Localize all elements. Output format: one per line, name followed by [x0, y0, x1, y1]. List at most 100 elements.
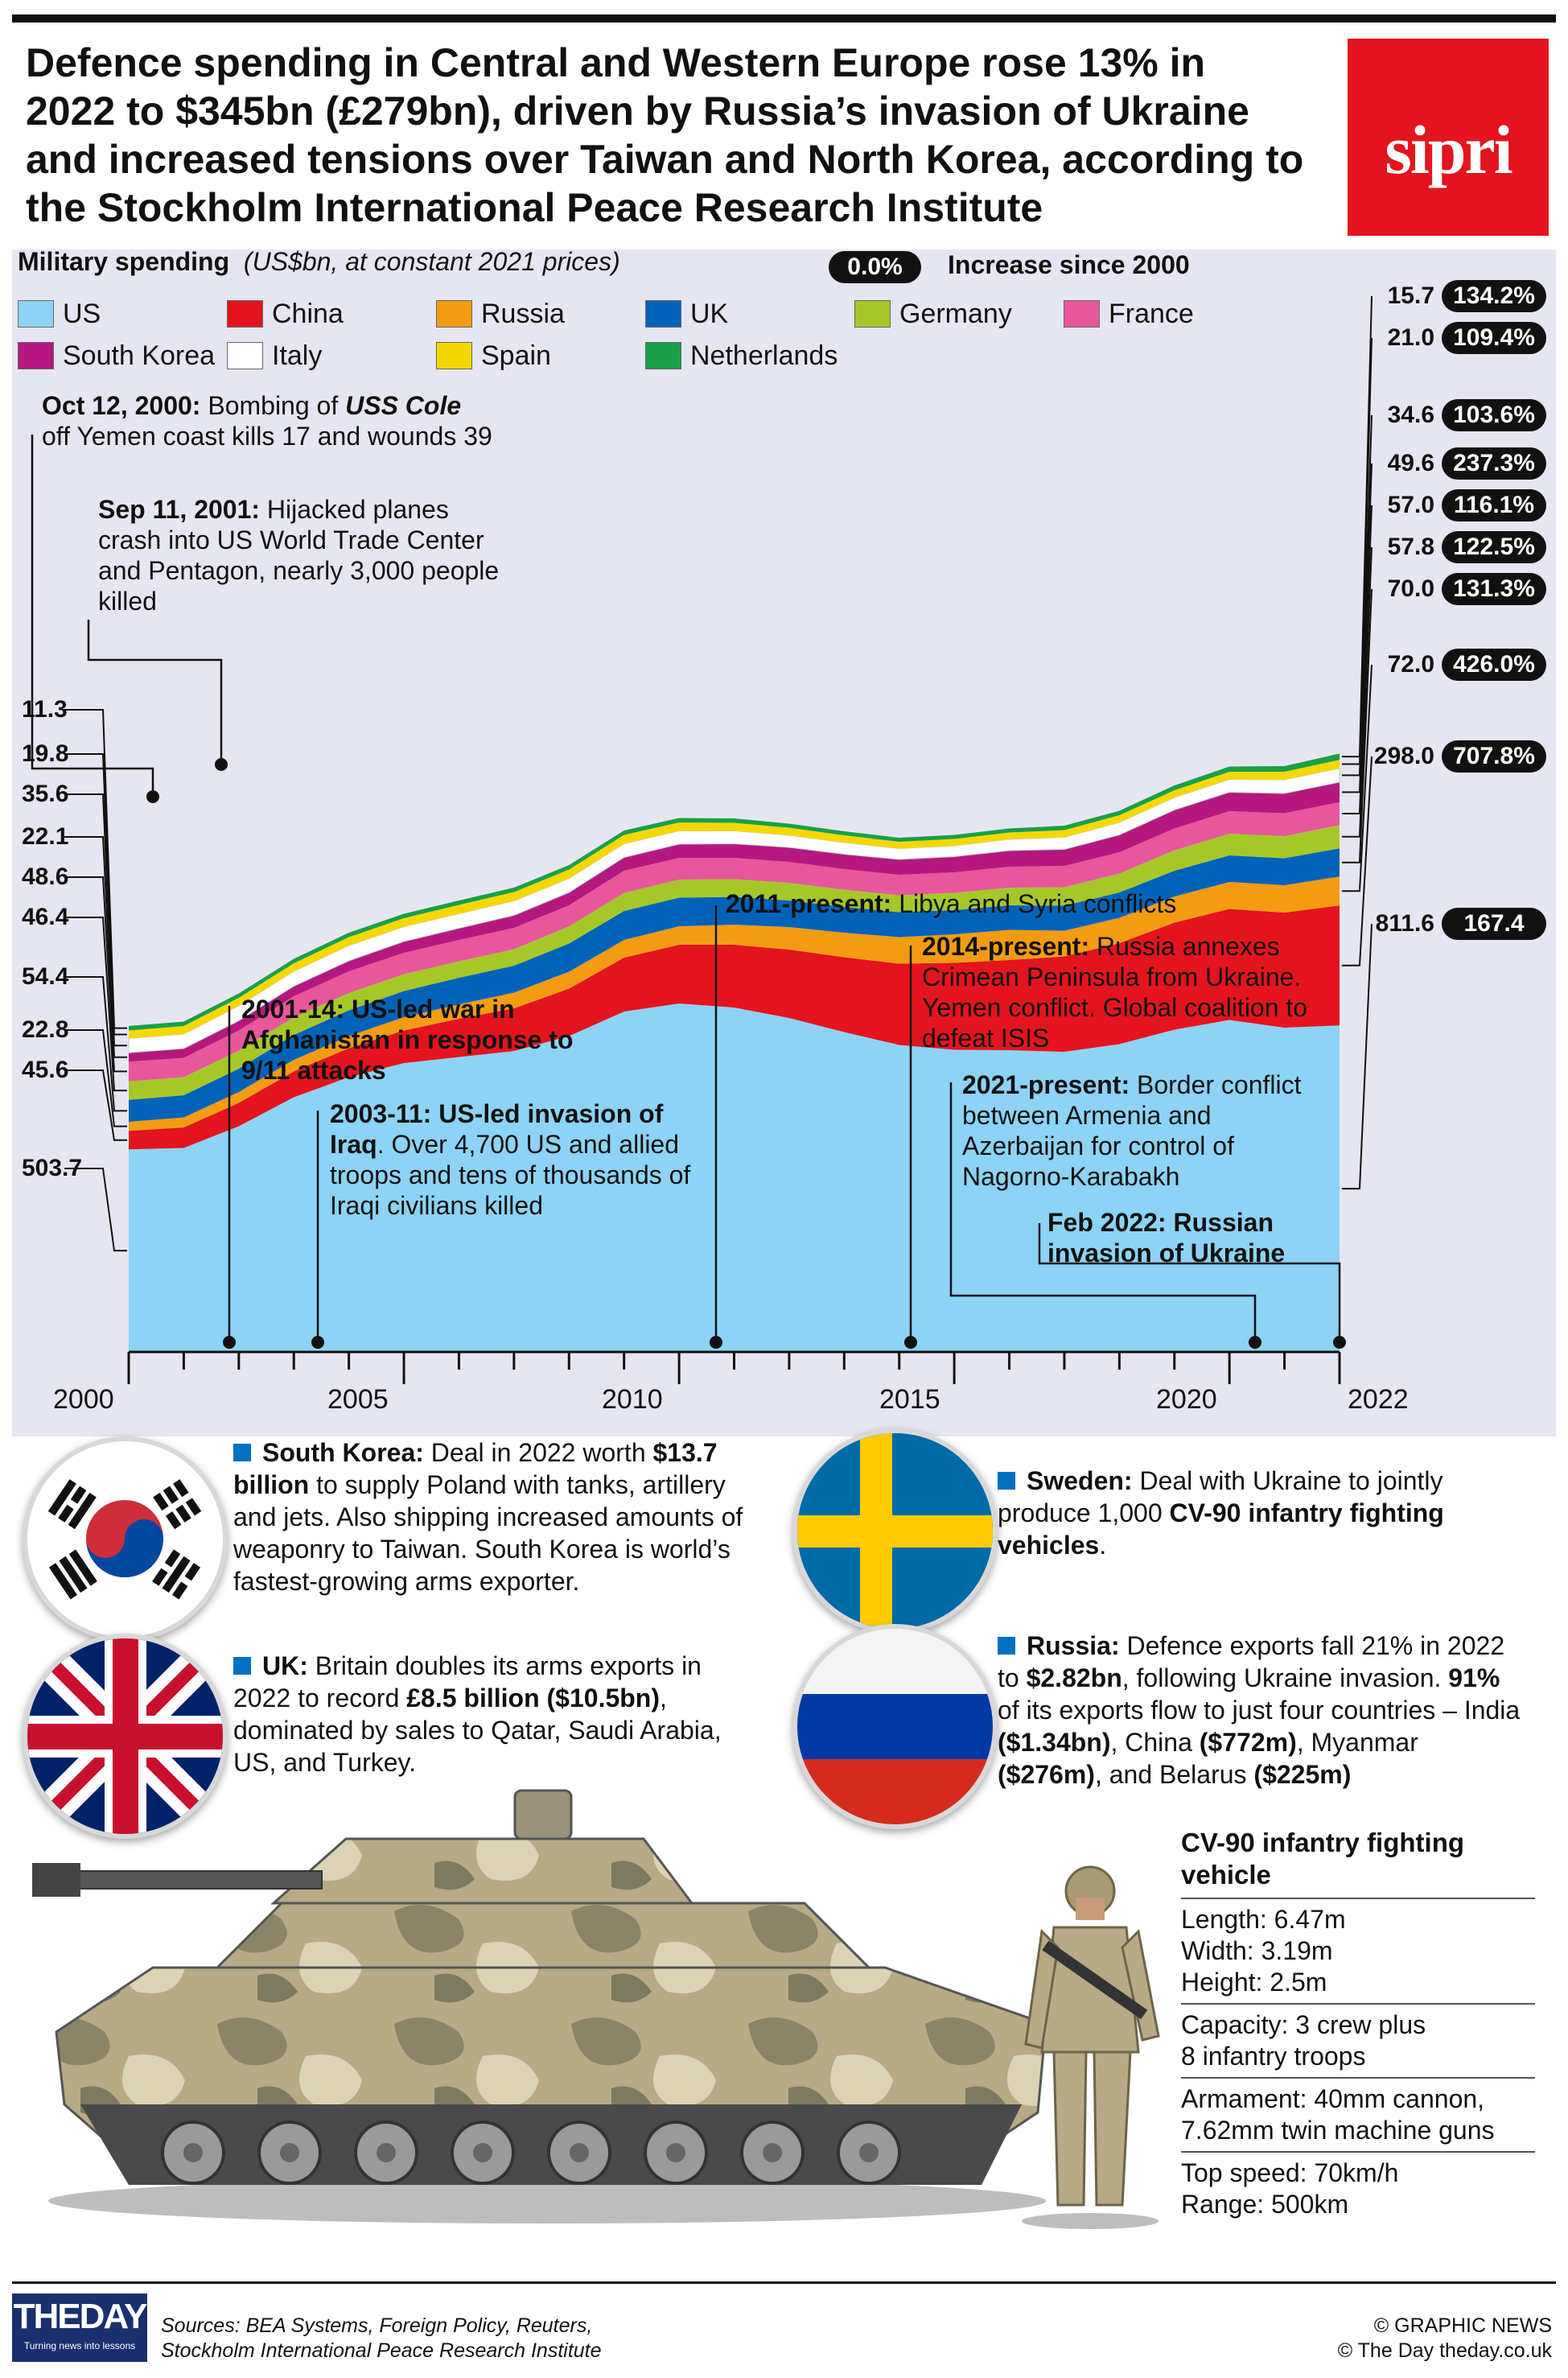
theday-logo-subtitle: Turning news into lessons — [23, 2340, 136, 2351]
legend-item-china: China — [227, 298, 344, 330]
iraq-dot — [311, 1336, 324, 1349]
legend-item-germany: Germany — [854, 298, 1012, 330]
start-label-italy: 35.6 — [22, 781, 69, 807]
end-label-italy: 34.6 — [1387, 402, 1434, 428]
increase-pill-uk: 131.3% — [1442, 573, 1546, 605]
start-label-leader — [64, 709, 127, 1029]
info-uk: UK: Britain doubles its arms exports in … — [233, 1651, 722, 1777]
area-china — [129, 905, 1340, 1150]
x-tick-label: 2010 — [602, 1384, 663, 1415]
spec-armament: Armament: 40mm cannon, 7.62mm twin machi… — [1181, 2077, 1535, 2151]
legend-swatch — [227, 342, 263, 369]
annotation-afghanistan: 2001-14: US-led war in Afghanistan in re… — [241, 995, 574, 1085]
start-label-russia: 22.8 — [22, 1016, 69, 1043]
russia-flag-icon — [792, 1624, 998, 1829]
legend-swatch — [227, 300, 263, 328]
start-label-leader — [64, 1168, 127, 1252]
start-label-spain: 19.8 — [22, 740, 69, 767]
annotation-uss-cole: Oct 12, 2000: Bombing of USS Cole off Yem… — [42, 391, 492, 451]
area-germany — [129, 825, 1340, 1100]
sources-line2: Stockholm International Peace Research I… — [161, 2339, 602, 2362]
start-label-netherlands: 11.3 — [22, 696, 68, 723]
annotation-iraq: 2003-11: US-led invasion of Iraq. Over 4… — [330, 1099, 691, 1220]
info-russia: Russia: Defence exports fall 21% in 2022… — [998, 1631, 1521, 1789]
nagorno-karabakh-leader — [949, 1082, 1257, 1342]
annotation-libya-syria: 2011-present: Libya and Syria conflicts — [726, 889, 1177, 918]
area-south-korea — [129, 782, 1340, 1062]
end-label-leader — [1342, 664, 1373, 892]
legend-swatch — [18, 342, 54, 369]
end-label-leader — [1342, 756, 1373, 966]
legend-label: US — [63, 299, 101, 329]
footer-rule — [12, 2281, 1556, 2284]
annotation-ukraine-invasion: Feb 2022: Russian invasion of Ukraine — [1047, 1208, 1286, 1267]
x-tick-label: 2000 — [53, 1384, 114, 1415]
start-label-leader — [64, 876, 127, 1073]
end-label-leader — [1342, 546, 1373, 838]
end-label-uk: 70.0 — [1387, 575, 1434, 602]
legend-item-italy: Italy — [227, 340, 322, 372]
legend-item-uk: UK — [645, 298, 728, 330]
uk-flag-icon — [23, 1634, 228, 1839]
legend-swatch — [436, 300, 472, 328]
legend-label: China — [272, 299, 344, 329]
end-label-spain: 21.0 — [1387, 324, 1434, 351]
legend-item-us: US — [18, 298, 101, 330]
increase-pill-us: 167.4 — [1442, 908, 1546, 940]
increase-pill-germany: 122.5% — [1442, 531, 1546, 563]
spec-range: Range: 500km — [1181, 2190, 1349, 2219]
area-france — [129, 802, 1340, 1082]
sep-11-dot — [215, 758, 228, 771]
uss-cole-dot — [146, 790, 159, 803]
start-label-germany: 46.4 — [22, 904, 69, 930]
soldier-illustration — [1022, 1865, 1160, 2229]
increase-pill-france: 116.1% — [1442, 489, 1546, 521]
start-label-leader — [64, 1069, 127, 1141]
end-label-leader — [1342, 923, 1373, 1190]
x-tick-label: 2005 — [327, 1384, 389, 1415]
end-label-leader — [1342, 505, 1373, 815]
legend-label: Italy — [272, 340, 323, 371]
area-uk — [129, 848, 1340, 1122]
spec-capacity-line2: 8 infantry troops — [1181, 2042, 1366, 2071]
increase-pill-italy: 103.6% — [1442, 399, 1546, 431]
area-us — [129, 1004, 1340, 1352]
logo-text: sipri — [1385, 111, 1512, 188]
sep-11-leader — [87, 620, 223, 765]
legend-item-spain: Spain — [436, 340, 551, 372]
increase-pill-south-korea: 237.3% — [1442, 447, 1546, 480]
south-korea-flag-icon — [23, 1436, 228, 1642]
area-russia — [129, 876, 1340, 1131]
annotation-nagorno-karabakh: 2021-present: Border conflict between Ar… — [962, 1070, 1302, 1191]
x-tick-label: 2015 — [879, 1384, 940, 1415]
legend-label: UK — [690, 299, 729, 329]
spec-height: Height: 2.5m — [1181, 1968, 1327, 1997]
spec-capacity: Capacity: 3 crew plus 8 infantry troops — [1181, 2003, 1535, 2077]
crimea-dot — [904, 1336, 917, 1349]
bullet-square-icon — [233, 1444, 251, 1461]
area-italy — [128, 768, 1340, 1053]
cv90-specs: CV-90 infantry fighting vehicle Length: … — [1181, 1827, 1535, 2220]
credit-the-day: © The Day theday.co.uk — [1337, 2339, 1552, 2362]
legend-item-france: France — [1064, 298, 1194, 330]
start-label-leader — [64, 836, 127, 1058]
legend-label: Spain — [481, 340, 551, 371]
increase-pill-netherlands: 134.2% — [1442, 280, 1546, 312]
start-label-leader — [64, 976, 127, 1112]
increase-pill-china: 707.8% — [1442, 740, 1546, 773]
end-label-germany: 57.8 — [1387, 534, 1434, 560]
legend-label: Russia — [481, 299, 565, 329]
ukraine-invasion-leader — [1038, 1223, 1341, 1342]
end-label-us: 811.6 — [1375, 910, 1434, 937]
nagorno-karabakh-dot — [1249, 1336, 1261, 1349]
legend-swatch — [18, 300, 54, 328]
afghanistan-dot — [223, 1336, 236, 1349]
top-rule — [12, 14, 1556, 23]
legend-label: South Korea — [63, 340, 216, 371]
spec-capacity-line1: Capacity: 3 crew plus — [1181, 2010, 1426, 2039]
ukraine-invasion-dot — [1333, 1336, 1346, 1349]
stacked-area-chart — [31, 295, 1373, 1384]
uss-cole-leader — [31, 435, 154, 797]
increase-pill-spain: 109.4% — [1442, 322, 1546, 354]
legend-item-russia: Russia — [436, 298, 565, 330]
